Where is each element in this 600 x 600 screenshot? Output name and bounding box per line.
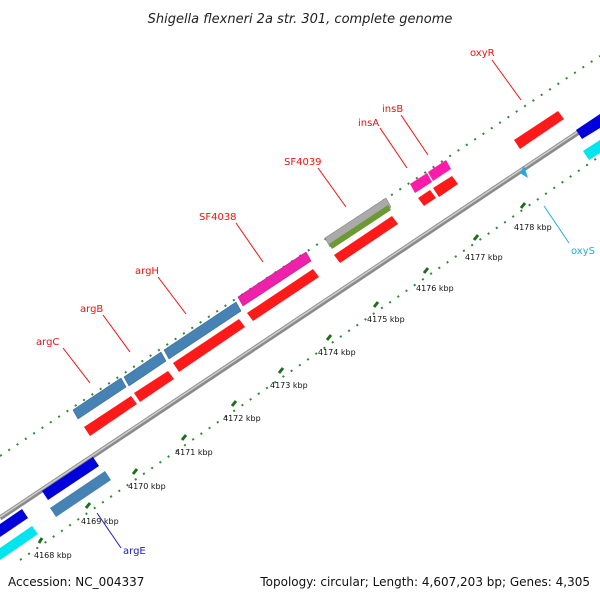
lower-tick-track — [19, 155, 600, 561]
gene-insA — [410, 173, 432, 193]
gene-label-argC: argC — [36, 337, 59, 348]
gene-block — [583, 140, 600, 160]
gene-label-oxyR: oxyR — [470, 48, 495, 59]
gene-oxyS — [520, 166, 528, 178]
scale-label: 4178 kbp — [514, 223, 552, 232]
gene-block — [576, 114, 600, 139]
scale-label: 4177 kbp — [465, 253, 503, 262]
gene-argB — [123, 351, 167, 387]
scale-label: 4170 kbp — [128, 482, 166, 491]
label-leaders — [62, 59, 570, 549]
scale-labels: 4168 kbp 4169 kbp 4170 kbp 4171 kbp 4172… — [34, 223, 552, 560]
gene-label-insB: insB — [382, 104, 403, 115]
gene-block — [418, 190, 436, 206]
topology-stats-text: Topology: circular; Length: 4,607,203 bp… — [259, 575, 590, 589]
scale-label: 4174 kbp — [318, 348, 356, 357]
scale-label: 4173 kbp — [270, 381, 308, 390]
genome-backbone — [0, 115, 600, 521]
gene-block — [84, 396, 137, 436]
gene-block — [334, 216, 398, 263]
gene-label-argH: argH — [135, 266, 159, 277]
gene-label-SF4039: SF4039 — [284, 157, 322, 168]
gene-block — [0, 509, 28, 537]
gene-insB — [428, 160, 451, 181]
gene-label-insA: insA — [358, 118, 379, 129]
gene-label-argB: argB — [80, 304, 103, 315]
gene-argC — [72, 377, 127, 420]
scale-label: 4176 kbp — [416, 284, 454, 293]
gene-features — [0, 111, 600, 560]
scale-ticks — [37, 202, 527, 544]
gene-SF4039 — [324, 197, 392, 248]
gene-SF4038 — [237, 251, 312, 307]
scale-label: 4171 kbp — [175, 448, 213, 457]
scale-label: 4175 kbp — [367, 315, 405, 324]
gene-label-oxyS: oxyS — [571, 246, 595, 257]
gene-argE — [42, 457, 99, 500]
gene-block — [247, 269, 319, 321]
gene-labels: argC argB argH SF4038 SF4039 insA insB o… — [36, 48, 595, 557]
accession-text: Accession: NC_004337 — [8, 575, 144, 589]
gene-block — [0, 526, 38, 560]
gene-label-argE: argE — [123, 546, 146, 557]
scale-label: 4169 kbp — [81, 517, 119, 526]
gene-block — [433, 176, 458, 197]
gene-label-SF4038: SF4038 — [199, 212, 237, 223]
map-title: Shigella flexneri 2a str. 301, complete … — [148, 12, 453, 27]
gene-oxyR — [514, 111, 564, 149]
gene-block — [173, 319, 245, 372]
gene-argH — [163, 301, 242, 360]
scale-label: 4172 kbp — [223, 414, 261, 423]
scale-label: 4168 kbp — [34, 551, 72, 560]
gene-SF4039-sub — [329, 205, 391, 249]
gene-block — [50, 471, 111, 517]
gene-block — [134, 371, 174, 402]
